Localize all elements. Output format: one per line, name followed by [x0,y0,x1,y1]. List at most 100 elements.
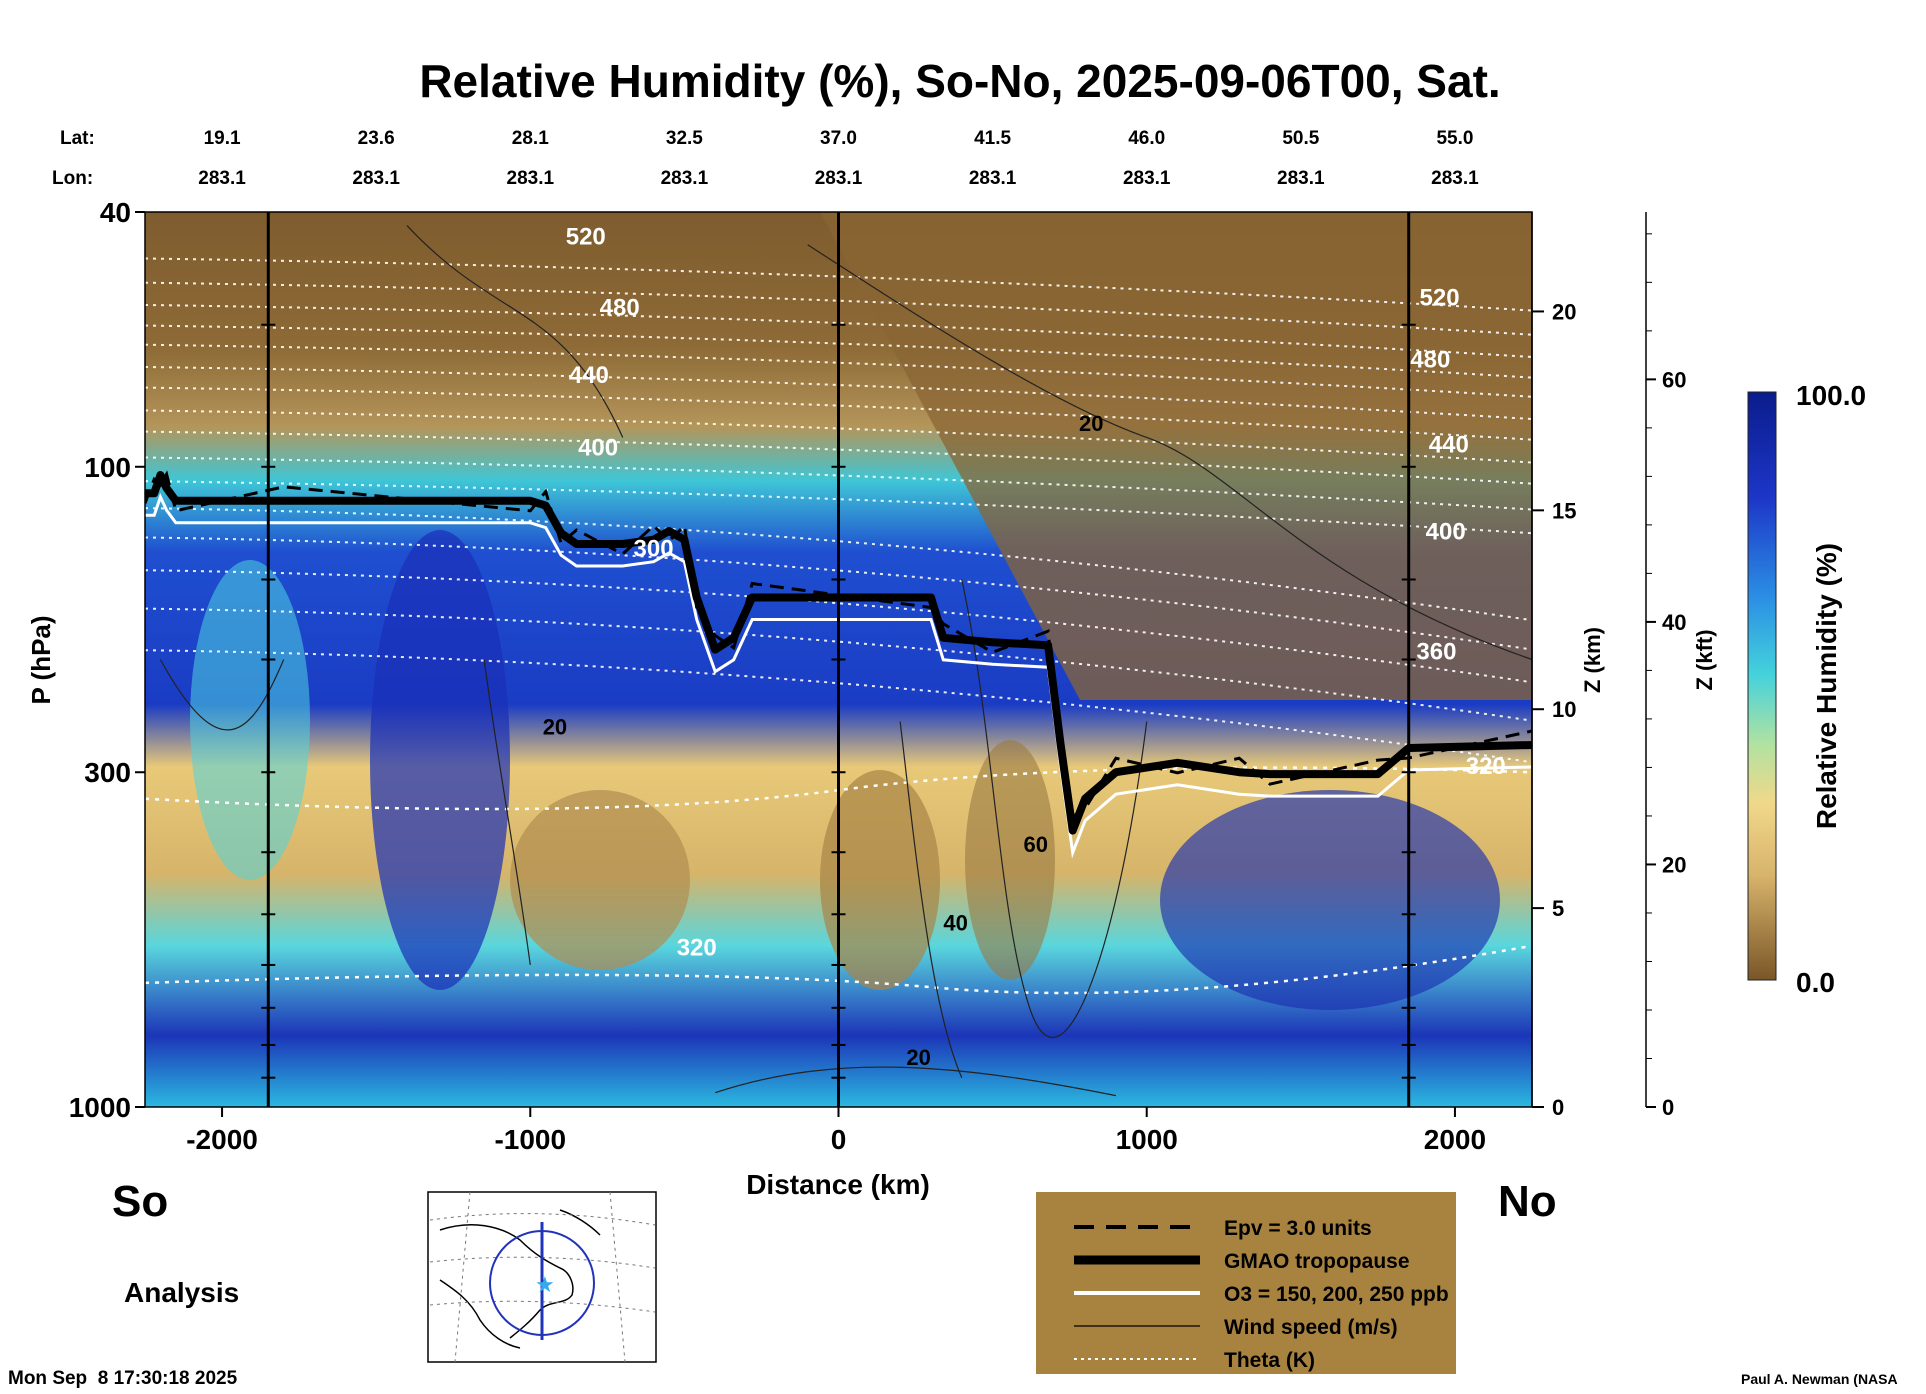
y-axis-label: P (hPa) [26,615,56,704]
legend-label: O3 = 150, 200, 250 ppb [1224,1283,1449,1306]
p-tick-label: 40 [100,197,131,228]
colorbar-max-label: 100.0 [1796,380,1866,411]
p-tick-label: 100 [84,452,131,483]
wind-label: 60 [1024,832,1048,857]
station-lines [261,212,1416,1107]
tropopause-line [145,471,1532,835]
theta-label: 480 [600,294,640,321]
inset-map: ★ [427,1191,657,1363]
wind-contour [406,225,624,438]
z-km-tick-label: 5 [1552,896,1564,921]
lat-value: 28.1 [512,128,549,149]
legend-label: Wind speed (m/s) [1224,1316,1398,1339]
dry-pocket [510,790,690,970]
theta-label: 520 [566,224,606,251]
lon-value: 283.1 [1277,168,1325,189]
lon-value: 283.1 [1431,168,1479,189]
z-km-tick-label: 10 [1552,697,1576,722]
theta-label: 440 [569,362,609,389]
z-km-tick-label: 0 [1552,1095,1564,1120]
theta-line [145,766,1532,811]
z-km-tick-label: 15 [1552,498,1576,523]
z-kft-label: Z (kft) [1692,629,1717,690]
x-tick-label: 1000 [1116,1124,1178,1155]
legend-label: GMAO tropopause [1224,1250,1410,1273]
wind-contour [961,579,1148,1039]
colorbar [1747,391,1777,981]
lat-value: 46.0 [1128,128,1165,149]
z-kft-tick-label: 20 [1662,852,1686,877]
wind-label: 20 [1079,411,1103,436]
x-tick-label: 2000 [1424,1124,1486,1155]
lat-value: 55.0 [1436,128,1473,149]
wind-contour [159,659,285,731]
plot-area: 520 480 440 400 520 480 440 400 360 320 300 320 20 20… [145,212,1532,1107]
moist-column [1160,790,1500,1010]
theta-label: 360 [1416,639,1456,666]
lat-value: 23.6 [358,128,395,149]
legend: Epv = 3.0 units GMAO tropopause O3 = 150, … [1036,1192,1456,1374]
north-label: No [1498,1177,1557,1226]
lon-label: Lon: [52,168,93,189]
theta-label: 400 [1426,519,1466,546]
p-tick-label: 300 [84,757,131,788]
wind-contours [159,225,1532,1097]
theta-label: 400 [578,434,618,461]
theta-label: 440 [1429,432,1469,459]
theta-contours [145,257,1532,995]
x-tick-label: -1000 [494,1124,566,1155]
contour-labels: 520 480 440 400 520 480 440 400 360 320 300 320 20 20… [543,224,1506,1070]
moist-column [370,530,510,990]
wind-label: 20 [906,1045,930,1070]
wind-contour [899,721,963,1078]
lon-value: 283.1 [969,168,1017,189]
legend-label: Epv = 3.0 units [1224,1217,1372,1240]
dry-wedge [820,212,1532,700]
z-kft-tick-label: 40 [1662,610,1686,635]
south-label: So [112,1177,168,1226]
lat-value: 37.0 [820,128,857,149]
distance-axis: -2000 -1000 0 1000 2000 [186,1107,1486,1155]
legend-box [1036,1192,1456,1374]
theta-label: 320 [677,935,717,962]
dry-pocket [820,770,940,990]
lat-lon-labels: 19.1 283.1 23.6 283.1 28.1 283.1 32.5 283.1 37.0… [198,128,1479,189]
map-coastline [439,1209,601,1349]
lat-value: 19.1 [204,128,241,149]
map-center-star: ★ [535,1272,555,1297]
lon-value: 283.1 [507,168,555,189]
theta-label: 300 [634,535,674,562]
colorbar-min-label: 0.0 [1796,967,1835,998]
theta-label: 520 [1420,285,1460,312]
moist-column [190,560,310,880]
theta-label: 320 [1466,753,1506,780]
lon-value: 283.1 [661,168,709,189]
lat-label: Lat: [60,128,95,149]
wind-contour [483,659,531,966]
timestamp: Mon Sep 8 17:30:18 2025 [8,1368,238,1389]
colorbar-label: Relative Humidity (%) [1811,543,1842,829]
analysis-label: Analysis [124,1277,239,1308]
lat-value: 41.5 [974,128,1011,149]
dry-pocket [965,740,1055,980]
z-km-tick-label: 20 [1552,299,1576,324]
lon-value: 283.1 [352,168,400,189]
wind-label: 40 [943,910,967,935]
lon-value: 283.1 [1123,168,1171,189]
x-axis-label: Distance (km) [746,1169,930,1200]
z-kft-axis: 0 20 40 60 [1645,212,1686,1120]
x-tick-label: -2000 [186,1124,258,1155]
lon-value: 283.1 [815,168,863,189]
pressure-axis: 40 100 300 1000 [69,197,145,1123]
ozone-contour [145,492,1532,859]
lat-value: 50.5 [1282,128,1319,149]
wind-label: 20 [543,715,567,740]
wind-contour [807,244,1532,661]
z-km-label: Z (km) [1580,627,1605,693]
legend-label: Theta (K) [1224,1349,1315,1372]
z-kft-tick-label: 60 [1662,367,1686,392]
x-tick-label: 0 [831,1124,847,1155]
credit: Paul A. Newman (NASA [1741,1371,1898,1387]
z-kft-tick-label: 0 [1662,1095,1674,1120]
